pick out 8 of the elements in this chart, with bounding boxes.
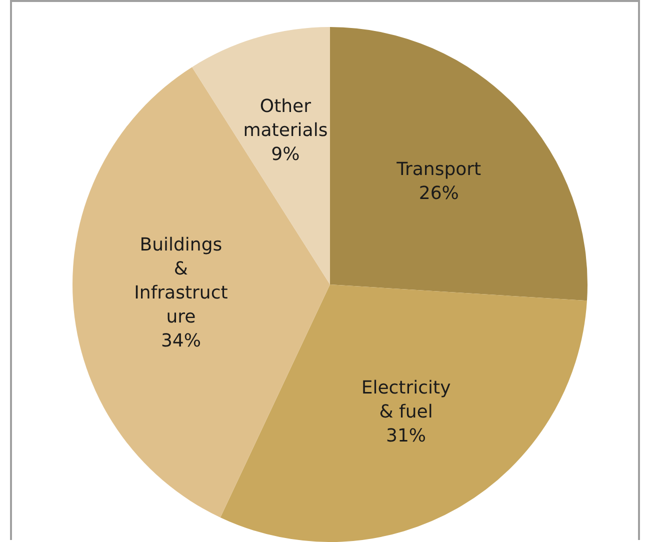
slice-label: Transport (396, 158, 482, 180)
data-label: 31% (386, 426, 426, 447)
slice-label: Other materials (243, 96, 328, 141)
data-label: 34% (160, 330, 201, 352)
slice-label: Electricity & fuel (361, 378, 452, 423)
slice-label: Buildings & Infrastructure (134, 234, 228, 328)
data-label: 26% (418, 182, 459, 204)
data-label: 9% (271, 144, 300, 165)
